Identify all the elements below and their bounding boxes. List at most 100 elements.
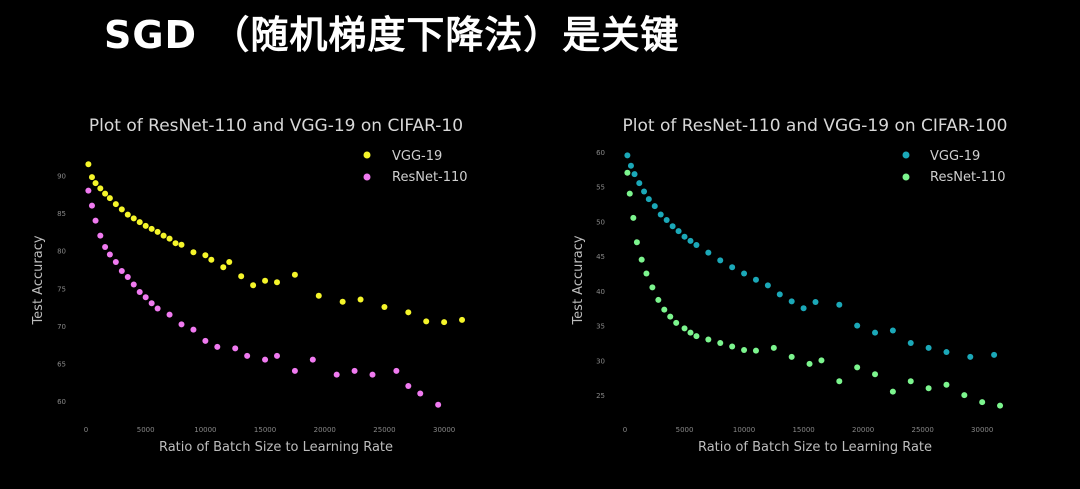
data-point-vgg-19 [220,264,227,271]
data-point-vgg-19 [142,222,149,229]
data-point-vgg-19 [88,174,95,181]
data-point-vgg-19 [357,296,364,303]
data-point-vgg-19 [631,171,638,178]
chart-cifar10: Plot of ResNet-110 and VGG-19 on CIFAR-1… [31,116,468,455]
data-point-resnet-110 [661,306,668,313]
data-point-vgg-19 [178,241,185,248]
data-point-resnet-110 [244,352,251,359]
data-point-resnet-110 [351,367,358,374]
data-point-vgg-19 [172,240,179,247]
data-point-vgg-19 [657,211,664,218]
legend-label-resnet110: ResNet-110 [392,170,468,185]
x-tick-label: 30000 [971,426,993,434]
data-point-resnet-110 [667,313,674,320]
data-point-vgg-19 [92,180,99,187]
data-point-resnet-110 [681,325,688,332]
data-point-resnet-110 [88,202,95,209]
data-point-resnet-110 [291,367,298,374]
y-tick-label: 50 [596,218,605,226]
data-point-vgg-19 [943,349,950,356]
legend-marker-vgg19 [363,151,371,159]
data-point-resnet-110 [717,340,724,347]
x-tick-label: 10000 [733,426,755,434]
data-point-resnet-110 [417,390,424,397]
data-point-vgg-19 [675,228,682,235]
y-axis-label: Test Accuracy [31,235,46,325]
legend-marker-resnet110 [363,173,371,181]
chart-title: Plot of ResNet-110 and VGG-19 on CIFAR-1… [623,116,1008,136]
data-point-resnet-110 [166,311,173,318]
data-point-vgg-19 [154,228,161,235]
data-point-resnet-110 [85,187,92,194]
x-tick-label: 10000 [194,426,216,434]
chart-title: Plot of ResNet-110 and VGG-19 on CIFAR-1… [89,116,463,136]
data-point-vgg-19 [752,276,759,283]
x-tick-label: 20000 [314,426,336,434]
data-point-resnet-110 [333,371,340,378]
legend-label-resnet110: ResNet-110 [930,170,1006,185]
data-point-resnet-110 [854,364,861,371]
data-point-vgg-19 [130,215,137,222]
y-tick-label: 60 [596,149,605,157]
data-point-resnet-110 [836,378,843,385]
data-point-resnet-110 [643,270,650,277]
data-point-vgg-19 [262,277,269,284]
data-point-vgg-19 [693,242,700,249]
data-point-resnet-110 [393,367,400,374]
data-point-resnet-110 [770,344,777,351]
data-point-resnet-110 [788,353,795,360]
data-point-resnet-110 [705,336,712,343]
data-point-vgg-19 [423,318,430,325]
data-point-vgg-19 [800,305,807,312]
data-point-resnet-110 [262,356,269,363]
data-point-resnet-110 [124,274,131,280]
data-point-vgg-19 [226,258,233,265]
data-point-resnet-110 [214,343,221,350]
x-tick-label: 30000 [433,426,455,434]
x-axis-label: Ratio of Batch Size to Learning Rate [698,440,932,455]
data-point-vgg-19 [854,322,861,329]
legend-marker-resnet110 [902,173,910,181]
data-point-vgg-19 [85,161,92,168]
y-tick-label: 55 [596,184,605,192]
y-tick-label: 65 [57,360,66,368]
data-point-resnet-110 [649,284,656,291]
data-point-resnet-110 [92,217,99,224]
data-point-vgg-19 [202,252,209,259]
data-point-vgg-19 [315,292,322,299]
data-point-vgg-19 [250,282,257,289]
data-point-resnet-110 [806,360,813,367]
data-point-vgg-19 [106,195,113,202]
data-point-vgg-19 [776,291,783,298]
data-point-resnet-110 [130,281,137,288]
x-tick-label: 5000 [137,426,155,434]
data-point-resnet-110 [729,343,736,350]
data-point-resnet-110 [633,239,640,246]
data-point-vgg-19 [645,196,652,203]
data-point-resnet-110 [112,258,119,265]
data-point-vgg-19 [238,273,245,280]
data-point-vgg-19 [681,233,688,240]
data-point-resnet-110 [630,214,637,221]
data-point-vgg-19 [764,282,771,289]
data-point-resnet-110 [752,347,759,354]
data-point-vgg-19 [812,299,819,306]
data-point-resnet-110 [369,371,376,378]
legend-label-vgg19: VGG-19 [930,149,980,164]
y-tick-label: 70 [57,323,66,331]
x-tick-label: 25000 [912,426,934,434]
data-point-resnet-110 [190,326,197,333]
data-point-vgg-19 [907,340,914,347]
data-point-resnet-110 [872,371,879,378]
data-point-resnet-110 [907,378,914,385]
data-point-vgg-19 [663,217,670,224]
data-point-resnet-110 [673,319,680,326]
x-axis-label: Ratio of Batch Size to Learning Rate [159,440,393,455]
data-point-vgg-19 [717,257,724,264]
data-point-vgg-19 [872,329,879,336]
data-point-vgg-19 [836,301,843,308]
x-tick-label: 0 [623,426,627,434]
data-point-resnet-110 [106,251,113,258]
y-tick-label: 25 [596,392,605,400]
x-tick-label: 15000 [792,426,814,434]
